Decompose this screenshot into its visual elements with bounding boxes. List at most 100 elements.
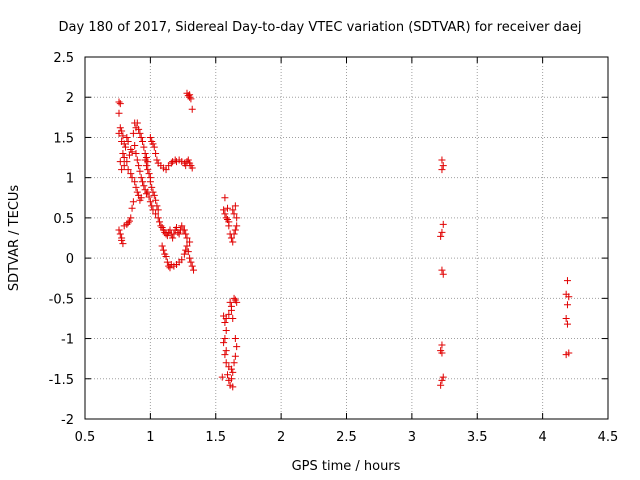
data-point [163, 232, 171, 240]
data-point [167, 159, 175, 167]
chart-title: Day 180 of 2017, Sidereal Day-to-day VTE… [58, 20, 582, 35]
data-point [142, 162, 150, 170]
data-point [229, 206, 237, 214]
data-point [229, 383, 237, 391]
data-point [116, 100, 124, 108]
data-point [129, 198, 137, 206]
data-point [438, 376, 446, 384]
data-point [149, 140, 157, 148]
data-point [118, 236, 126, 244]
data-point [137, 174, 145, 182]
data-point [146, 133, 154, 141]
data-point [148, 202, 156, 210]
data-point [162, 166, 170, 174]
data-point [229, 314, 237, 322]
data-point [233, 343, 241, 351]
data-point [230, 210, 238, 218]
y-tick-label: 0 [66, 252, 74, 267]
data-point [124, 137, 132, 145]
data-point [233, 222, 241, 230]
data-point [186, 238, 194, 246]
y-tick-labels: -2 -1.5 -1 -0.5 0 0.5 1 1.5 2 2.5 [49, 51, 74, 428]
data-point [162, 253, 170, 261]
data-point [158, 242, 166, 250]
data-point [169, 234, 177, 242]
data-point [129, 129, 137, 137]
data-point [115, 226, 123, 234]
data-point [116, 158, 124, 166]
y-tick-label: -1.5 [49, 373, 74, 388]
axis-ticks [84, 56, 609, 420]
data-point [120, 154, 128, 162]
x-tick-label: 1 [146, 430, 154, 445]
data-point [141, 150, 149, 158]
data-point [128, 148, 136, 156]
data-point [439, 220, 447, 228]
y-axis-label: SDTVAR / TECUs [7, 185, 22, 292]
x-tick-label: 3 [408, 430, 416, 445]
data-point [233, 214, 241, 222]
data-point [224, 371, 232, 379]
x-tick-label: 3.5 [467, 430, 488, 445]
data-point [231, 202, 239, 210]
data-point [220, 206, 228, 214]
data-point [137, 194, 145, 202]
data-point [139, 178, 147, 186]
data-point [150, 191, 158, 199]
data-point [123, 133, 131, 141]
data-point [124, 219, 132, 227]
x-tick-label: 4.5 [598, 430, 619, 445]
data-point [115, 109, 123, 117]
data-point [438, 166, 446, 174]
data-point [131, 141, 139, 149]
data-point [184, 156, 192, 164]
y-tick-label: 0.5 [53, 212, 74, 227]
data-point [229, 368, 237, 376]
x-tick-label: 4 [538, 430, 546, 445]
x-tick-label: 2.5 [336, 430, 357, 445]
data-point [227, 365, 235, 373]
data-point [220, 339, 228, 347]
data-point [221, 210, 229, 218]
data-point [222, 347, 230, 355]
data-point [120, 140, 128, 148]
data-point [231, 335, 239, 343]
data-point [116, 230, 124, 238]
data-point [148, 183, 156, 191]
data-point [124, 166, 132, 174]
data-point [145, 193, 153, 201]
data-point [128, 174, 136, 182]
y-tick-label: 2.5 [53, 51, 74, 66]
data-point [180, 226, 188, 234]
data-point [139, 137, 147, 145]
data-point [183, 234, 191, 242]
data-point [141, 156, 149, 164]
data-point [149, 188, 157, 196]
data-point [231, 226, 239, 234]
data-point [119, 240, 127, 248]
x-tick-label: 0.5 [75, 430, 96, 445]
data-point [140, 182, 148, 190]
data-point [133, 188, 141, 196]
data-point [135, 125, 143, 133]
data-point [230, 359, 238, 367]
data-point [115, 98, 123, 106]
data-point [156, 218, 164, 226]
data-point [152, 150, 160, 158]
data-point [122, 143, 130, 151]
data-point [150, 143, 158, 151]
data-point [131, 178, 139, 186]
data-point [120, 162, 128, 170]
data-point [188, 262, 196, 270]
data-point [227, 306, 235, 314]
data-point [222, 314, 230, 322]
data-point [159, 246, 167, 254]
data-point [231, 352, 239, 360]
data-point [225, 222, 233, 230]
data-point [145, 170, 153, 178]
data-point [149, 206, 157, 214]
data-point [438, 156, 446, 164]
x-tick-label: 2 [277, 430, 285, 445]
data-point [439, 162, 447, 170]
